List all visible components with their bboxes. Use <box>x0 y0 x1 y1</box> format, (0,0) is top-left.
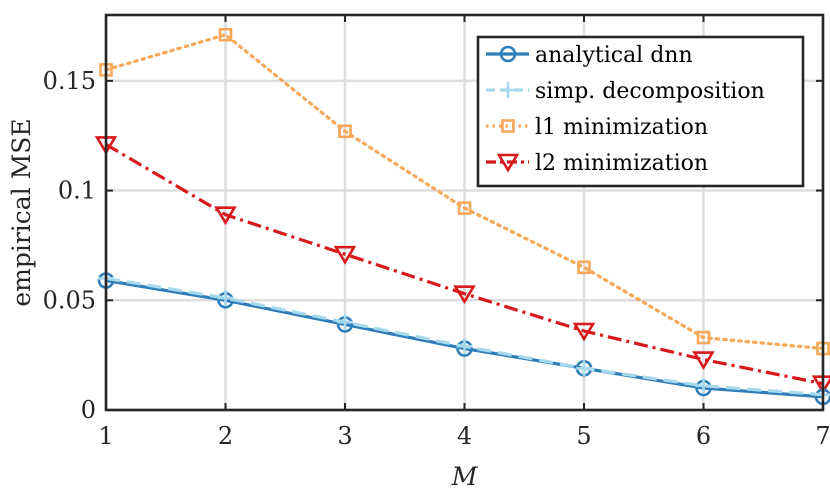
data-point <box>576 360 592 377</box>
legend-item: simp. decomposition <box>486 79 765 104</box>
x-tick-label: 4 <box>457 422 472 450</box>
data-point <box>501 119 515 133</box>
data-point <box>337 314 353 331</box>
data-point <box>457 201 472 215</box>
data-point <box>696 330 711 345</box>
data-point <box>333 245 357 265</box>
data-point <box>217 290 234 307</box>
legend-item: analytical dnn <box>486 43 693 68</box>
data-point <box>214 206 237 226</box>
x-tick-label: 2 <box>218 422 233 450</box>
x-tick-label: 3 <box>337 422 352 450</box>
series-line <box>105 143 824 386</box>
data-point <box>456 338 473 355</box>
y-axis-label: empirical MSE <box>7 118 36 306</box>
data-point <box>695 377 712 394</box>
legend-item: l1 minimization <box>486 115 708 140</box>
data-point <box>499 45 517 63</box>
legend-label: l2 minimization <box>535 151 708 176</box>
data-point <box>218 27 233 42</box>
data-point <box>338 124 352 139</box>
legend-box <box>476 35 805 188</box>
legend-items: analytical dnn simp. decomposition l1 mini… <box>486 43 765 176</box>
data-point <box>496 153 520 173</box>
data-point <box>572 322 596 342</box>
legend-item: l2 minimization <box>486 151 708 176</box>
data-point <box>453 285 476 305</box>
x-tick-label: 1 <box>98 422 113 450</box>
legend-label: simp. decomposition <box>535 79 765 104</box>
legend-label: l1 minimization <box>535 115 708 140</box>
tick-labels: 1 2 3 4 5 6 7 0 0.05 0.1 0.15 <box>43 15 830 450</box>
legend-label: analytical dnn <box>535 43 693 68</box>
y-tick-label: 0.15 <box>43 67 96 95</box>
legend: analytical dnn simp. decomposition l1 mini… <box>476 35 805 188</box>
y-tick-label: 0.05 <box>43 286 96 314</box>
y-tick-label: 0.1 <box>58 177 96 205</box>
x-axis-label: M <box>451 462 479 491</box>
x-tick-label: 7 <box>815 422 830 450</box>
x-tick-label: 6 <box>696 422 711 450</box>
data-point <box>577 260 591 275</box>
y-tick-label: 0 <box>81 396 96 424</box>
data-point <box>692 351 715 371</box>
data-point <box>500 82 516 98</box>
x-tick-label: 5 <box>576 422 591 450</box>
series-line <box>104 32 825 351</box>
